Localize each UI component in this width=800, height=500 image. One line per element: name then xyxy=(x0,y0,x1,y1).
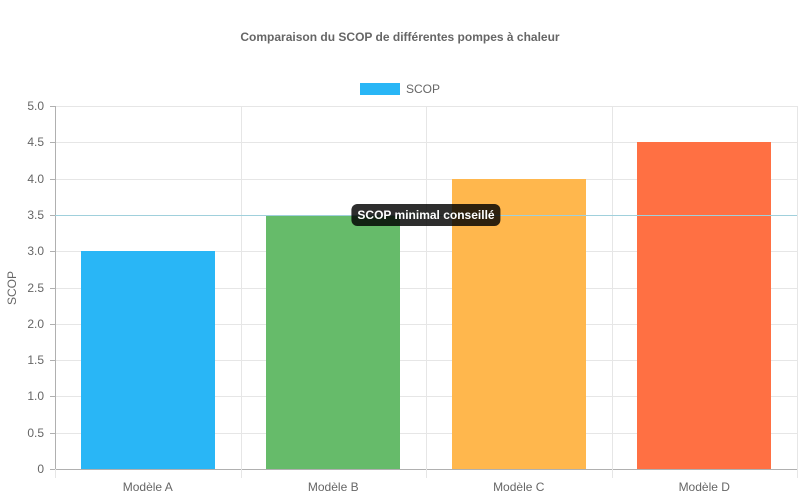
y-tick xyxy=(50,432,55,434)
y-tick xyxy=(50,106,55,107)
y-tick-label: 5.0 xyxy=(27,99,44,113)
y-tick-label: 3.0 xyxy=(27,244,44,259)
x-tick-label: Modèle B xyxy=(307,480,359,494)
gridline-vertical xyxy=(240,106,242,469)
legend-label[interactable]: SCOP xyxy=(405,82,440,96)
y-tick-label: 2.0 xyxy=(27,316,44,331)
gridline-vertical xyxy=(611,106,613,469)
x-axis-line xyxy=(50,469,797,470)
y-tick xyxy=(50,251,55,253)
x-tick-label: Modèle A xyxy=(122,480,173,494)
y-axis-title: SCOP xyxy=(5,270,19,306)
y-tick-label: 4.0 xyxy=(27,171,44,186)
y-tick-label: 2.5 xyxy=(27,280,44,295)
y-tick xyxy=(50,323,55,325)
bar-mod-le-d[interactable] xyxy=(637,142,772,469)
x-tick-label: Modèle C xyxy=(493,480,545,494)
y-axis-line xyxy=(55,106,56,478)
y-tick-label: 0.5 xyxy=(27,425,44,440)
y-tick-label: 4.5 xyxy=(27,135,44,150)
y-tick xyxy=(50,214,55,216)
y-tick-label: 1.0 xyxy=(27,389,44,404)
x-tick xyxy=(55,469,56,478)
y-tick xyxy=(50,360,55,362)
gridline-vertical xyxy=(426,106,427,469)
bar-mod-le-a[interactable] xyxy=(80,251,215,469)
legend: SCOP xyxy=(0,82,800,96)
x-tick xyxy=(426,469,427,478)
legend-swatch[interactable] xyxy=(359,83,400,95)
x-tick xyxy=(240,469,242,478)
y-tick xyxy=(50,287,55,289)
bar-mod-le-b[interactable] xyxy=(266,214,401,469)
threshold-label: SCOP minimal conseillé xyxy=(351,203,501,226)
y-tick xyxy=(50,142,55,144)
x-tick xyxy=(611,469,613,478)
x-tick xyxy=(797,469,798,478)
gridline-vertical xyxy=(797,106,798,469)
y-tick-label: 3.5 xyxy=(27,207,44,222)
y-tick xyxy=(50,396,55,398)
y-tick-label: 0 xyxy=(37,462,44,476)
x-tick-label: Modèle D xyxy=(678,480,730,494)
y-tick xyxy=(50,178,55,180)
bar-mod-le-c[interactable] xyxy=(451,178,586,469)
chart-title: Comparaison du SCOP de différentes pompe… xyxy=(240,30,560,44)
y-tick-label: 1.5 xyxy=(27,353,44,368)
